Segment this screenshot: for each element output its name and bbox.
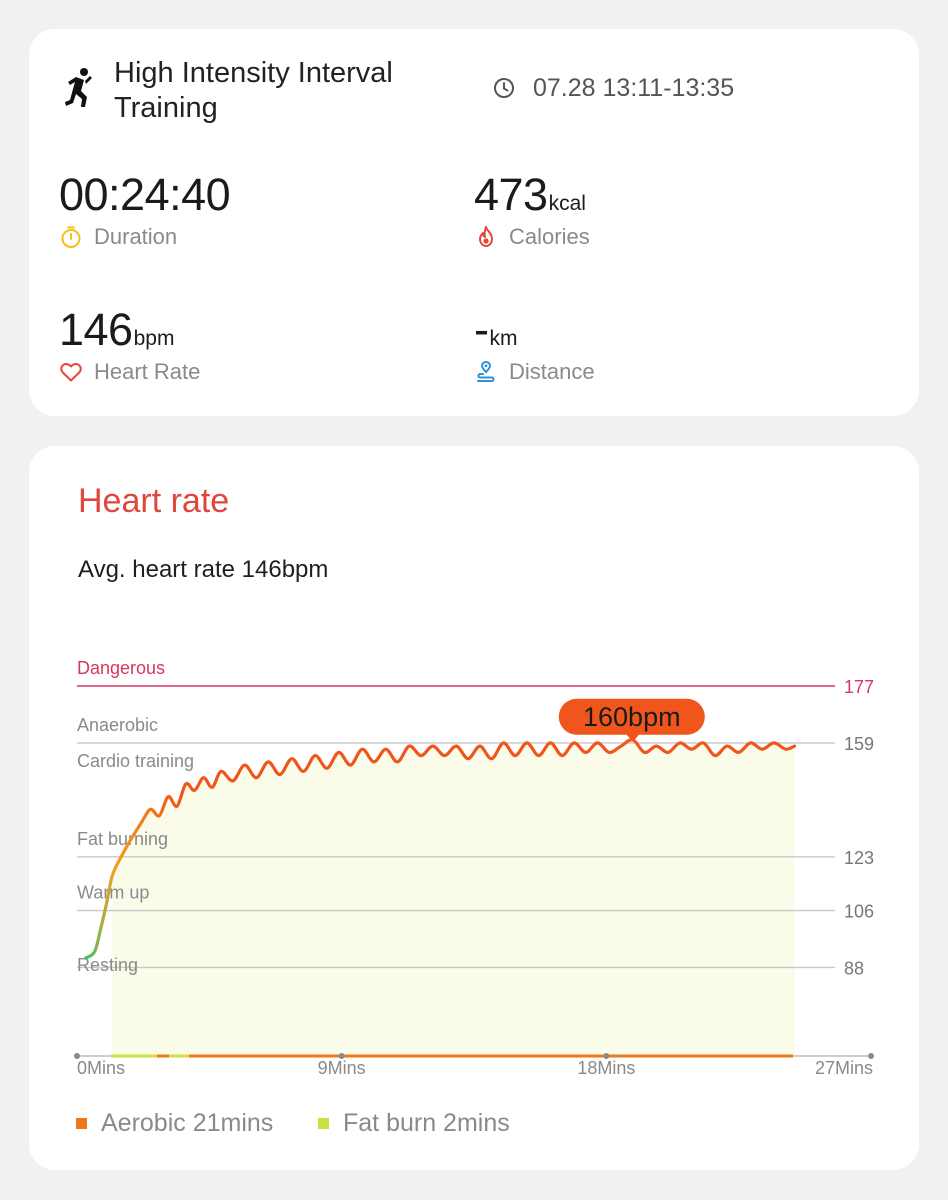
heart-rate-card-title: Heart rate: [78, 482, 230, 520]
y-tick-label: 106: [844, 902, 874, 922]
zone-label-fat-burning: Fat burning: [77, 829, 168, 849]
x-tick-label: 18Mins: [577, 1058, 635, 1078]
heart-rate-chart: Dangerous Anaerobic Cardio training Fat bur…: [74, 658, 874, 1078]
x-tick-label: 9Mins: [318, 1058, 366, 1078]
heart-rate-unit: bpm: [133, 327, 175, 350]
distance-unit: km: [489, 327, 518, 350]
calories-unit: kcal: [548, 192, 586, 215]
calories-metric: 473kcal Calories: [474, 170, 590, 250]
heart-rate-value: 146: [59, 304, 133, 355]
flame-icon: [479, 226, 493, 247]
peak-bubble-pointer: [625, 733, 640, 742]
heart-rate-series-line: [84, 738, 797, 960]
y-tick-label: 159: [844, 734, 874, 754]
x-tick-dot: [603, 1053, 610, 1059]
peak-label: 160bpm: [583, 702, 681, 732]
heart-rate-label: Heart Rate: [94, 359, 201, 384]
x-tick-label: 27Mins: [815, 1058, 873, 1078]
x-tick-dot: [338, 1053, 345, 1059]
x-tick-dot: [74, 1053, 80, 1059]
legend-fat-burn-label: Fat burn 2mins: [343, 1109, 510, 1137]
legend-fat-burn-swatch: [318, 1118, 329, 1129]
legend-aerobic-label: Aerobic 21mins: [101, 1109, 274, 1137]
x-tick-label: 0Mins: [77, 1058, 125, 1078]
zone-label-resting: Resting: [77, 955, 138, 975]
workout-title: High Intensity Interval Training: [114, 57, 393, 124]
legend-aerobic-swatch: [76, 1118, 87, 1129]
chart-area-fill: [112, 739, 795, 1056]
duration-metric: 00:24:40 Duration: [59, 169, 231, 250]
calories-value: 473: [474, 169, 548, 220]
y-tick-label: 88: [844, 958, 864, 978]
zone-label-cardio-training: Cardio training: [77, 751, 194, 771]
y-tick-label: 123: [844, 848, 874, 868]
peak-bubble: [558, 698, 705, 735]
y-tick-label: 177: [844, 677, 874, 697]
heart-rate-card: Heart rate Avg. heart rate 146bpm Danger…: [29, 446, 919, 1170]
route-pin-icon: [477, 360, 495, 382]
zone-label-warm-up: Warm up: [77, 883, 149, 903]
x-tick-dot: [868, 1053, 874, 1059]
distance-metric: -km Distance: [474, 305, 595, 385]
heart-rate-metric: 146bpm Heart Rate: [59, 305, 200, 385]
distance-value: -: [474, 304, 489, 355]
heart-icon: [60, 363, 82, 382]
duration-label: Duration: [94, 224, 178, 249]
average-heart-rate-text: Avg. heart rate 146bpm: [78, 556, 329, 583]
workout-time-range: 07.28 13:11-13:35: [533, 74, 735, 102]
zone-label-anaerobic: Anaerobic: [77, 715, 158, 735]
workout-summary-card: High Intensity Interval Training 07.28 1…: [29, 29, 919, 416]
duration-value: 00:24:40: [59, 169, 231, 220]
distance-label: Distance: [509, 359, 595, 384]
zone-label-dangerous: Dangerous: [77, 658, 165, 678]
calories-label: Calories: [509, 224, 590, 249]
legend-aerobic: Aerobic 21mins: [76, 1109, 273, 1138]
stopwatch-icon: [61, 226, 81, 248]
clock-icon: [494, 78, 514, 98]
legend-fat-burn: Fat burn 2mins: [318, 1109, 510, 1138]
running-figure-icon: [65, 68, 92, 107]
